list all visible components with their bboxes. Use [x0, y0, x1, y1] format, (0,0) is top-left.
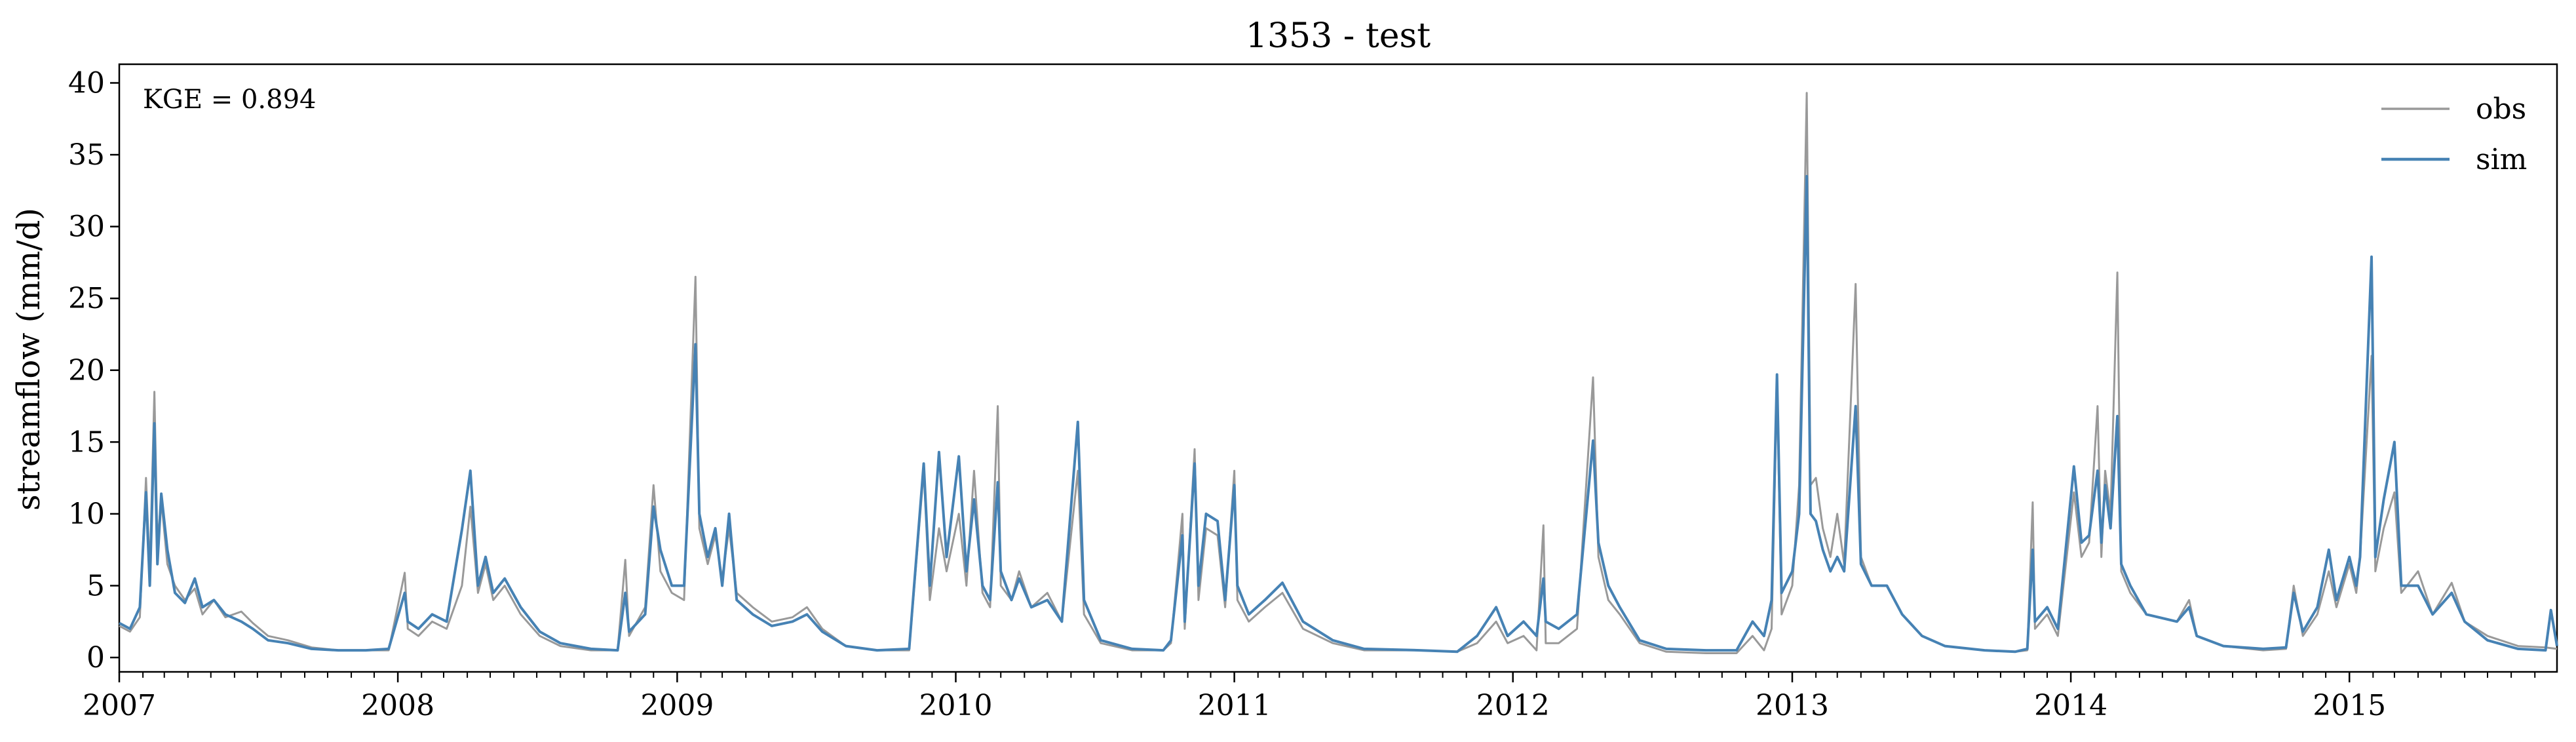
- kge-annotation: KGE = 0.894: [143, 85, 317, 115]
- y-tick-label: 5: [87, 570, 105, 603]
- series-line-obs: [119, 92, 2558, 654]
- chart-title: 1353 - test: [1246, 16, 1431, 56]
- y-tick-label: 25: [68, 282, 105, 315]
- x-axis: 2007 2008 2009 2010 2011 2012 2013 2014 2015: [83, 672, 2536, 722]
- y-axis: 0 5 10 15 20 25 30 35 40: [68, 66, 119, 674]
- legend: obs sim: [2381, 92, 2527, 176]
- x-tick-label: 2009: [640, 689, 714, 722]
- plot-area: 0 5 10 15 20 25 30 35 40 2007 2008 2009 2010 2011 201…: [68, 63, 2558, 722]
- y-tick-label: 20: [68, 354, 105, 387]
- x-tick-label: 2010: [919, 689, 993, 722]
- y-tick-label: 10: [68, 498, 105, 531]
- y-tick-label: 0: [87, 641, 105, 674]
- x-tick-label: 2012: [1476, 689, 1550, 722]
- series-layer: [119, 92, 2558, 654]
- y-axis-label: streamflow (mm/d): [10, 208, 47, 511]
- plot-frame: [118, 63, 2558, 673]
- x-tick-label: 2013: [1756, 689, 1829, 722]
- x-tick-label: 2007: [83, 689, 156, 722]
- y-tick-label: 35: [68, 138, 105, 172]
- y-tick-label: 15: [68, 425, 105, 459]
- legend-label-obs: obs: [2476, 92, 2526, 126]
- x-tick-label: 2015: [2313, 689, 2386, 722]
- series-line-sim: [119, 174, 2558, 654]
- legend-label-sim: sim: [2476, 143, 2527, 176]
- y-tick-label: 30: [68, 210, 105, 244]
- x-tick-label: 2011: [1198, 689, 1271, 722]
- x-tick-label: 2014: [2034, 689, 2107, 722]
- x-tick-label: 2008: [361, 689, 434, 722]
- y-tick-label: 40: [68, 66, 105, 100]
